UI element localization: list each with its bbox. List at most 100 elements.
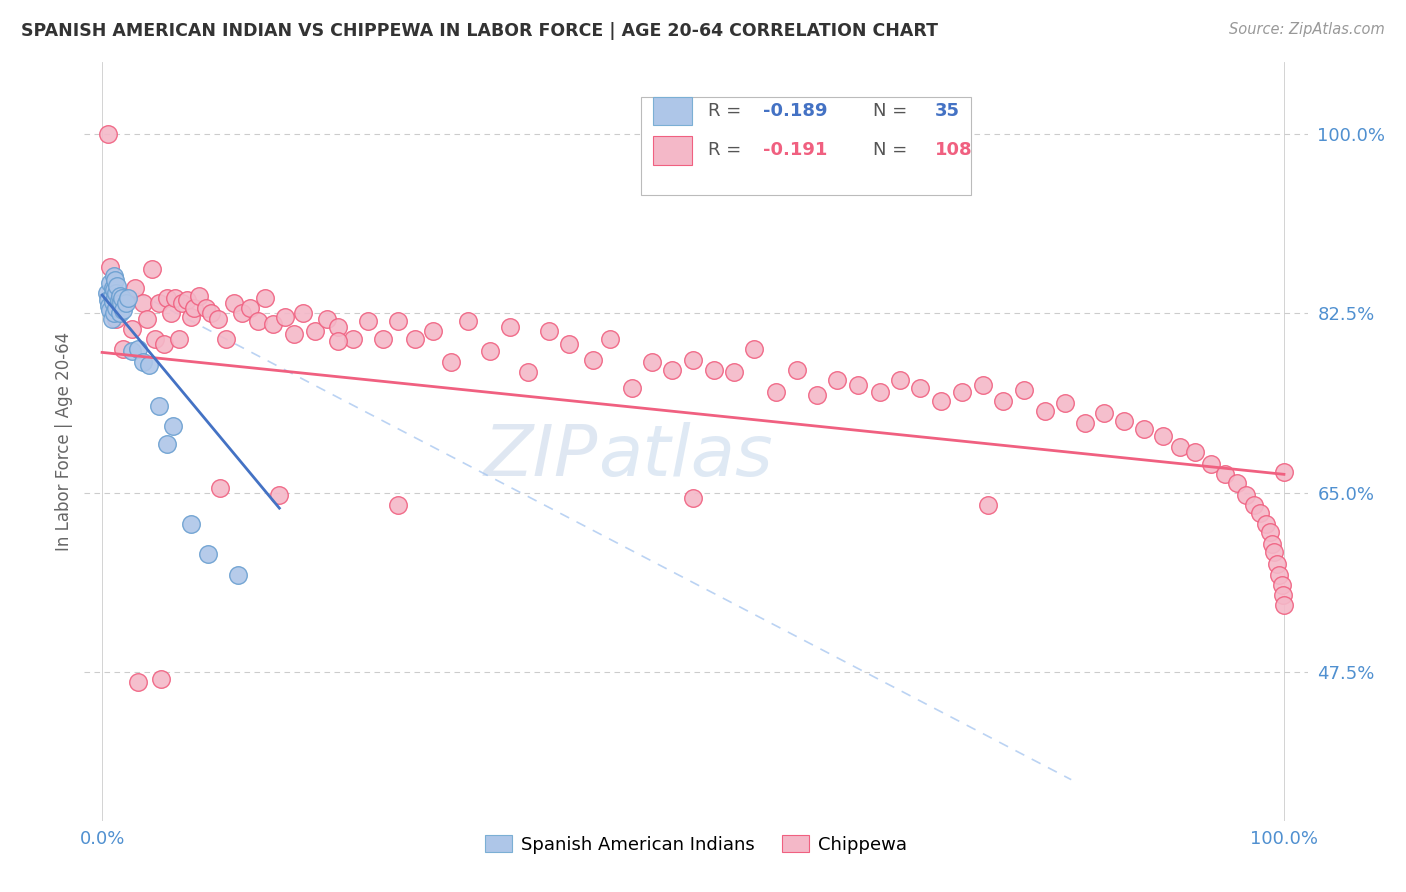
Point [254,291,277,305]
Point [165,291,187,305]
Text: N =: N = [873,102,914,120]
Point [640,354,662,368]
Legend: Spanish American Indians, Chippewa: Spanish American Indians, Chippewa [478,828,914,861]
Point [422,324,444,338]
Point [104,273,127,287]
Point [180,516,202,531]
Point [537,324,560,338]
Point [101,295,124,310]
Point [105,301,128,316]
Point [103,268,125,283]
Point [1133,422,1156,436]
Point [150,672,173,686]
Point [1271,588,1294,602]
Point [247,313,270,327]
Point [162,419,184,434]
Point [929,393,952,408]
Point [127,343,149,357]
Text: Source: ZipAtlas.com: Source: ZipAtlas.com [1229,22,1385,37]
Point [1226,475,1249,490]
Point [342,332,364,346]
Point [1033,404,1056,418]
Point [262,317,284,331]
Point [620,381,643,395]
Point [101,281,124,295]
Point [156,291,179,305]
Point [516,365,538,379]
Point [1272,465,1295,479]
Point [176,293,198,307]
Point [357,313,380,327]
Point [108,291,131,305]
Point [765,385,787,400]
Point [1074,416,1097,430]
Point [98,303,121,318]
Point [136,311,159,326]
Text: 108: 108 [935,142,972,160]
Point [478,344,501,359]
Point [457,313,479,327]
Point [387,313,409,327]
Point [661,363,683,377]
Point [112,303,135,318]
Point [1256,516,1278,531]
Point [440,354,463,368]
Point [200,306,222,320]
Point [404,332,426,346]
Point [207,311,229,326]
Text: -0.189: -0.189 [763,102,828,120]
Point [274,310,297,324]
Text: 35: 35 [935,102,959,120]
Text: R =: R = [709,142,747,160]
Point [159,306,181,320]
Point [114,296,136,310]
Point [1263,545,1285,559]
Text: atlas: atlas [598,422,773,491]
Point [107,293,129,307]
Point [98,299,121,313]
Point [195,301,218,316]
Point [143,332,166,346]
Point [114,293,136,307]
Point [848,378,870,392]
Point [148,296,170,310]
Text: -0.191: -0.191 [763,142,828,160]
Point [188,289,211,303]
Point [127,675,149,690]
Point [315,311,337,326]
Point [292,306,315,320]
Point [1271,578,1294,592]
Point [889,373,911,387]
Point [1012,384,1035,398]
Point [132,296,155,310]
Point [156,436,179,450]
Text: R =: R = [709,102,747,120]
Point [100,289,122,303]
Point [172,296,194,310]
Point [1054,395,1077,409]
Point [682,491,704,505]
Text: ZIP: ZIP [484,422,598,491]
Point [908,381,931,395]
Point [373,332,395,346]
Point [1168,440,1191,454]
Text: N =: N = [873,142,914,160]
Point [1272,599,1295,613]
Point [121,344,143,359]
Point [117,291,139,305]
Point [869,385,891,400]
Point [1152,429,1174,443]
Point [209,481,232,495]
Point [1199,457,1222,471]
Point [723,365,745,379]
Point [581,352,603,367]
Point [1261,537,1284,551]
Point [97,293,120,307]
Point [183,301,205,316]
Point [806,388,828,402]
Point [104,291,127,305]
Point [148,399,170,413]
Point [97,127,120,141]
Point [98,276,121,290]
Point [105,285,128,300]
